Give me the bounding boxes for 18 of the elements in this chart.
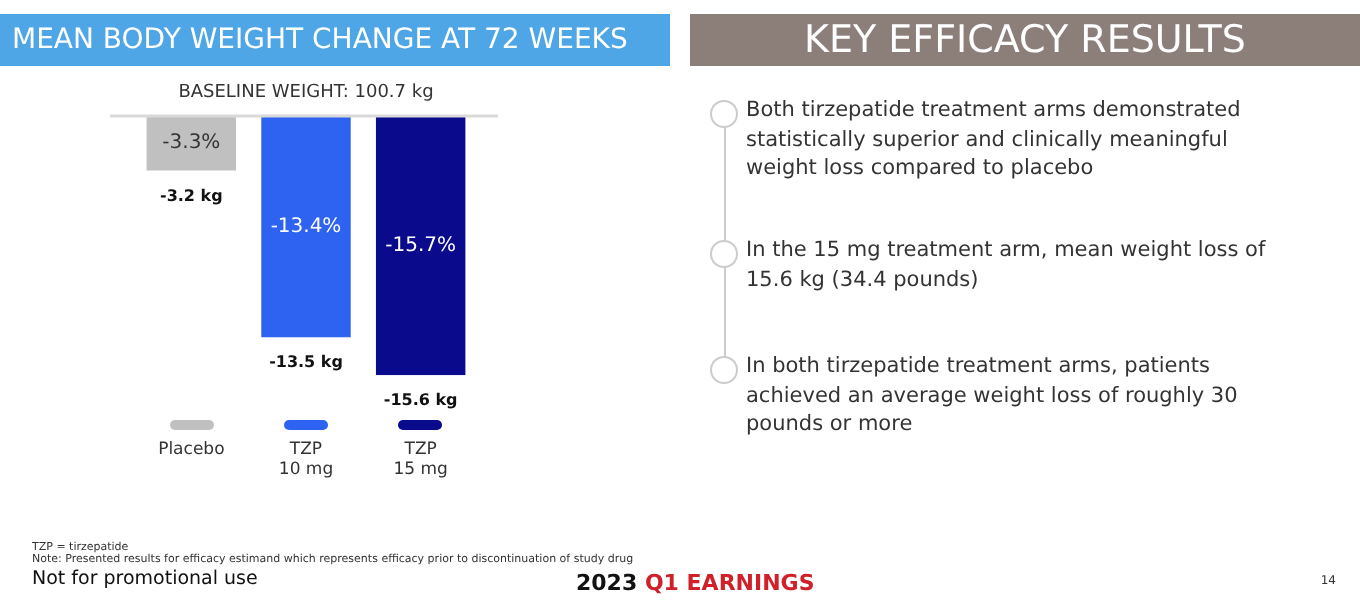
x-tick-label: TZP 15 mg <box>393 439 448 481</box>
text: In the 15 mg treatment arm, mean weight loss of 15.6 kg (34.4 pounds) <box>746 236 1268 294</box>
annotation: -15.6 kg <box>383 391 459 410</box>
text: Not for promotional use <box>32 568 258 590</box>
text: In both tirzepatide treatment arms, patients achieved an average weight loss of roughly 30 pounds or more <box>746 352 1240 439</box>
data-label: -15.7% <box>385 234 457 257</box>
data-label: -3.3% <box>162 132 221 155</box>
annotation: -3.2 kg <box>160 186 224 205</box>
text: Both tirzepatide treatment arms demonstrated statistically superior and clinically meaningful weight loss compared to placebo <box>746 96 1243 183</box>
x-tick-label: Placebo <box>158 439 225 460</box>
text: 2023 <box>576 570 638 596</box>
chart-title: MEAN BODY WEIGHT CHANGE AT 72 WEEKS <box>0 14 670 66</box>
data-label: -13.4% <box>270 215 342 238</box>
x-tick-label: TZP 10 mg <box>278 439 334 481</box>
annotation: -13.5 kg <box>269 353 344 372</box>
text: BASELINE WEIGHT: 100.7 kg <box>178 82 434 103</box>
text: Q1 EARNINGS <box>642 570 815 596</box>
text: KEY EFFICACY RESULTS <box>690 14 1360 66</box>
